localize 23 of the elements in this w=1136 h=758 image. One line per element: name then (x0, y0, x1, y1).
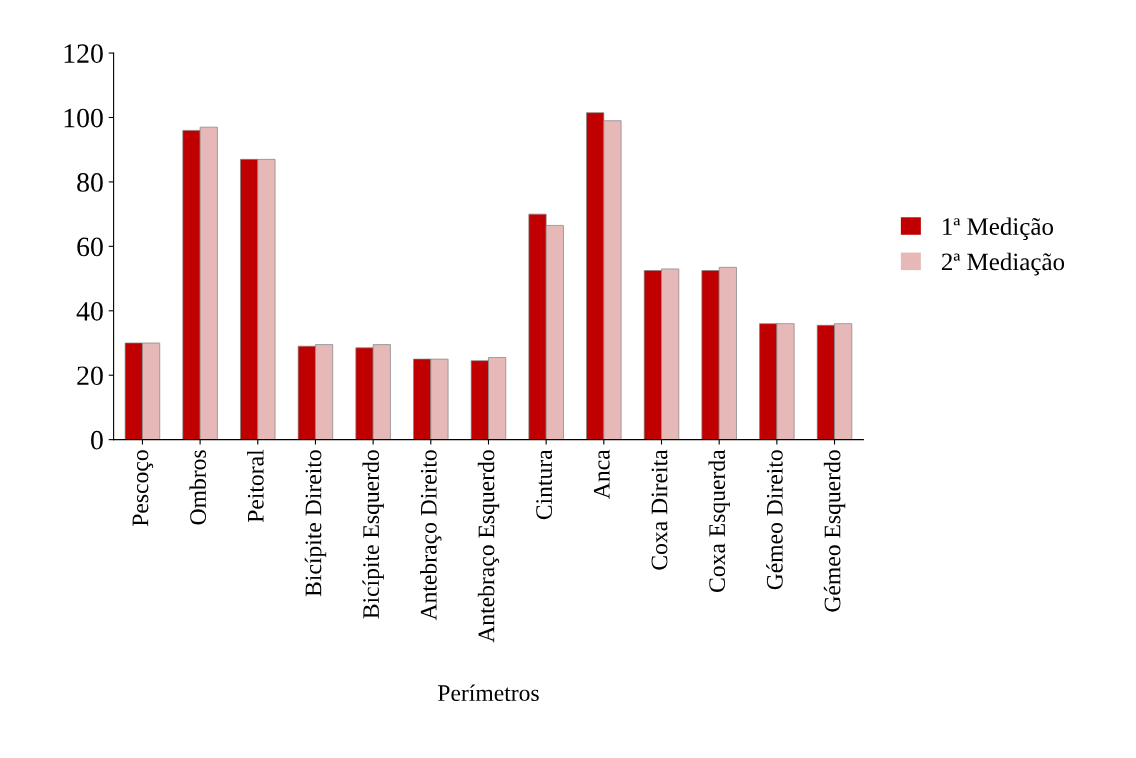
x-tick-label: Coxa Direita (651, 449, 668, 570)
x-tick-label: Peitoral (247, 449, 264, 523)
y-tick-label: 40 (76, 301, 103, 321)
legend-label: 1ª Medição (943, 217, 1054, 241)
x-tick-label: Ombros (189, 450, 207, 525)
x-tick-label: Antebraço Esquerdo (477, 450, 500, 643)
x-tick-label: Anca (593, 449, 610, 499)
y-tick-label: 60 (77, 237, 103, 257)
x-tick-label: Gémeo Direito (766, 450, 783, 590)
x-tick-label: Bicípite Esquerdo (362, 450, 384, 619)
x-tick-label: Gémeo Esquerdo (823, 450, 846, 612)
x-tick-label: Antebraço Direito (420, 450, 442, 621)
x-axis-title: Perímetros (438, 684, 539, 702)
y-tick-label: 80 (77, 173, 103, 192)
x-tick-label: Pescoço (132, 450, 154, 527)
x-tick-label: Coxa Esquerda (708, 449, 730, 592)
y-tick-label: 20 (77, 366, 103, 386)
y-tick-label: 100 (64, 108, 103, 128)
x-tick-label: Cintura (536, 449, 553, 520)
x-tick-label: Bicípite Direito (304, 450, 327, 597)
legend-label: 2ª Mediação (941, 252, 1065, 276)
y-tick-label: 0 (91, 430, 103, 450)
y-tick-label: 120 (64, 44, 103, 63)
